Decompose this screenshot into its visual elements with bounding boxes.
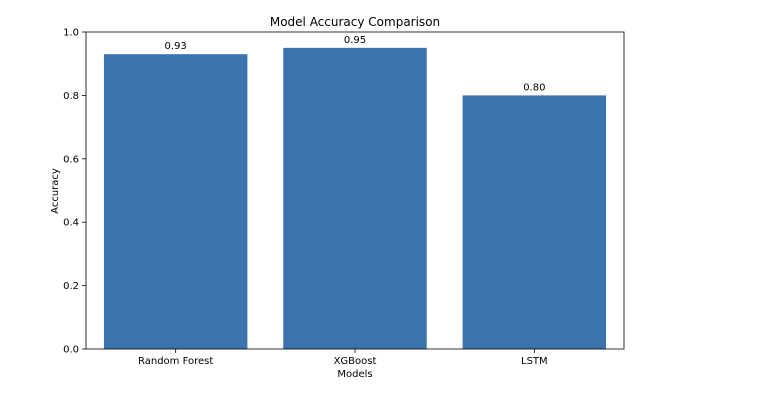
y-tick-label-2: 0.4 xyxy=(63,218,79,229)
x-tick-label-0: Random Forest xyxy=(138,356,213,367)
y-tick-label-5: 1.0 xyxy=(63,28,79,39)
x-tick-label-2: LSTM xyxy=(521,356,548,367)
bars-layer: 0.93 0.95 0.80 xyxy=(103,35,607,350)
y-tick-label-4: 0.8 xyxy=(63,91,79,102)
y-tick-label-3: 0.6 xyxy=(63,154,79,165)
chart-title: Model Accuracy Comparison xyxy=(270,15,440,29)
bar-1 xyxy=(103,54,248,349)
bar-2 xyxy=(283,47,427,349)
x-tick-label-1: XGBoost xyxy=(334,356,377,367)
data-label-2: 0.95 xyxy=(344,35,366,46)
x-axis-label: Models xyxy=(337,369,372,380)
axes-layer: 0.0 0.2 0.4 0.6 0.8 1.0 Random Forest XGBoost LS… xyxy=(63,28,625,367)
bar-3 xyxy=(462,95,607,350)
y-axis-label: Accuracy xyxy=(50,168,61,214)
data-label-3: 0.80 xyxy=(523,82,545,93)
y-tick-label-0: 0.0 xyxy=(63,345,79,356)
data-label-1: 0.93 xyxy=(165,41,187,52)
y-tick-label-1: 0.2 xyxy=(63,281,79,292)
